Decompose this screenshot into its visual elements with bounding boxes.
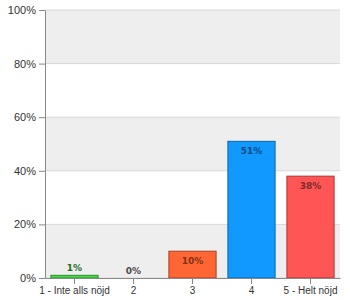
grid-band [45,117,340,171]
y-tick: 80% [14,58,45,70]
x-tick-mark [192,278,193,284]
y-axis: 0% 20% 40% 60% 80% 100% [8,4,46,284]
y-tick-mark [39,64,45,65]
x-tick: 3 [190,278,196,296]
grid-line [45,117,340,118]
y-tick-label: 20% [14,218,36,230]
x-tick-mark [133,278,134,284]
y-tick: 100% [8,4,45,16]
data-label: 0% [126,266,141,276]
x-tick-label: 1 - Inte alls nöjd [39,285,110,296]
data-labels: 1% 0% 10% 51% 38% [67,146,321,276]
y-tick-mark [39,278,45,279]
x-tick: 2 [131,278,137,296]
y-tick: 0% [20,272,45,284]
data-label: 51% [241,146,263,156]
y-axis-line [45,11,46,279]
y-tick-mark [39,224,45,225]
y-tick: 40% [14,165,45,177]
x-tick-mark [74,278,75,284]
x-tick-mark [310,278,311,284]
y-tick-label: 80% [14,58,36,70]
y-tick: 20% [14,218,45,230]
x-axis: 1 - Inte alls nöjd 2 3 4 5 - Helt nöjd [39,278,340,296]
grid-line [45,170,340,171]
x-tick: 1 - Inte alls nöjd [39,278,110,296]
bar [169,251,216,278]
y-tick-mark [39,171,45,172]
y-tick-label: 0% [20,272,36,284]
bar [51,275,98,278]
data-label: 1% [67,263,82,273]
bar [287,176,334,278]
chart: 0% 20% 40% 60% 80% 100% 1 - Inte alls nöjd 2 3 4 5… [0,0,350,300]
grid-line [45,63,340,64]
bar [110,278,157,279]
x-tick: 4 [249,278,255,296]
plot: 0% 20% 40% 60% 80% 100% 1 - Inte alls nöjd 2 3 4 5… [8,4,341,296]
x-tick-mark [251,278,252,284]
bars [51,141,334,278]
grid-line [45,10,340,11]
grid [45,10,340,278]
grid-band [45,10,340,64]
x-tick: 5 - Helt nöjd [284,278,338,296]
x-tick-label: 4 [249,285,255,296]
y-tick: 60% [14,111,45,123]
y-tick-label: 100% [8,4,36,16]
bar [228,141,275,278]
y-tick-mark [39,117,45,118]
y-tick-label: 60% [14,111,36,123]
data-label: 10% [182,256,204,266]
x-tick-label: 3 [190,285,196,296]
x-tick-label: 5 - Helt nöjd [284,285,338,296]
data-label: 38% [300,181,322,191]
x-tick-label: 2 [131,285,137,296]
y-tick-mark [39,10,45,11]
y-tick-label: 40% [14,165,36,177]
